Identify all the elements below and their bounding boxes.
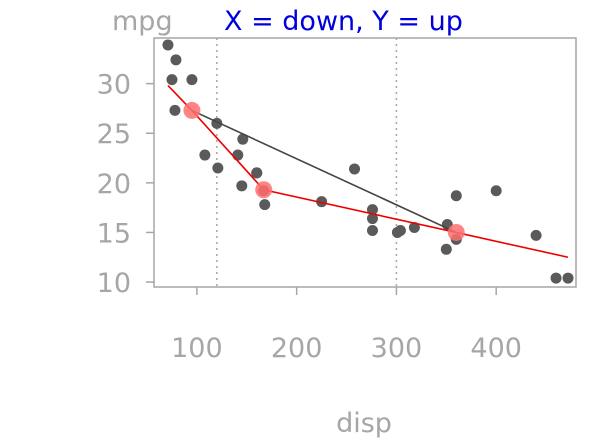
- axes: 100 200 300 400 10 15 20 25 30: [97, 70, 522, 364]
- y-tick-label: 20: [97, 169, 131, 200]
- data-point: [236, 180, 248, 192]
- data-point: [349, 163, 361, 175]
- y-tick-label: 30: [97, 70, 131, 101]
- data-points: [162, 39, 574, 284]
- data-point: [550, 272, 562, 284]
- highlight-point: [255, 181, 273, 199]
- data-point: [237, 133, 249, 145]
- data-point: [166, 74, 178, 86]
- data-point: [169, 104, 181, 116]
- data-point: [366, 213, 378, 225]
- data-point: [316, 196, 328, 208]
- data-point: [450, 190, 462, 202]
- data-point: [408, 221, 420, 233]
- y-tick-label: 15: [97, 218, 131, 249]
- x-tick-label: 100: [171, 333, 223, 364]
- x-tick-label: 200: [271, 333, 323, 364]
- x-axis-label: disp: [336, 408, 392, 439]
- data-point: [251, 167, 263, 179]
- data-point: [394, 224, 406, 236]
- y-axis-label: mpg: [112, 6, 173, 37]
- y-tick-label: 25: [97, 119, 131, 150]
- data-point: [440, 243, 452, 255]
- x-tick-label: 300: [371, 333, 423, 364]
- data-point: [162, 39, 174, 51]
- highlight-point: [447, 223, 465, 241]
- data-point: [490, 185, 502, 197]
- data-point: [212, 162, 224, 174]
- y-tick-label: 10: [97, 268, 131, 299]
- data-point: [366, 224, 378, 236]
- data-point: [366, 204, 378, 216]
- data-point: [259, 199, 271, 211]
- highlight-point: [183, 101, 201, 119]
- data-point: [562, 272, 574, 284]
- series-line-1: [191, 109, 457, 234]
- data-point: [199, 149, 211, 161]
- data-point: [170, 54, 182, 66]
- data-point: [186, 74, 198, 86]
- data-point: [232, 149, 244, 161]
- plot-frame: [153, 37, 577, 288]
- highlight-points: [183, 101, 465, 241]
- x-tick-label: 400: [470, 333, 522, 364]
- chart-title: X = down, Y = up: [224, 6, 463, 37]
- data-point: [530, 229, 542, 241]
